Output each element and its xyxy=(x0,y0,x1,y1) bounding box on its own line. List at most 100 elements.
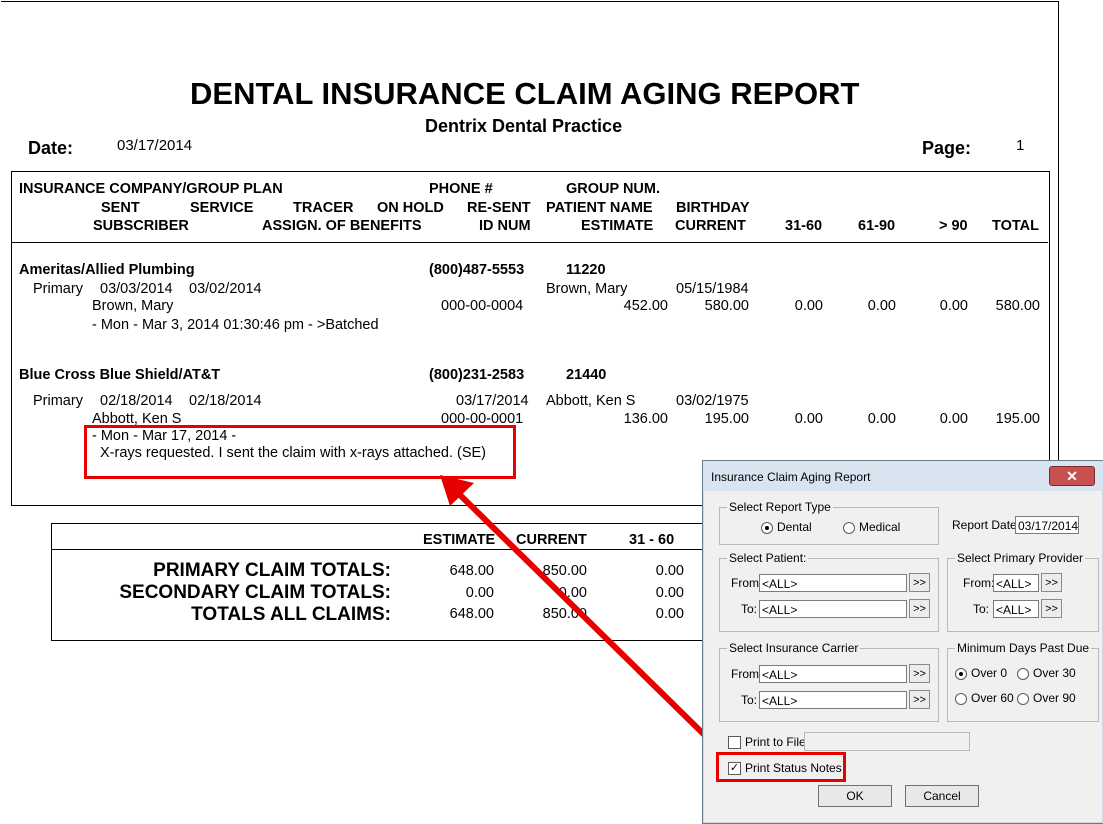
provider-group-label: Select Primary Provider xyxy=(955,551,1086,565)
claim-service: 02/18/2014 xyxy=(189,393,262,409)
print-status-notes-label[interactable]: Print Status Notes xyxy=(745,761,842,775)
carrier-group xyxy=(719,648,939,722)
patient-from-input[interactable]: <ALL> xyxy=(759,574,907,592)
date-label: Date: xyxy=(28,138,74,158)
col-tracer: TRACER xyxy=(293,200,354,216)
over-0-radio[interactable] xyxy=(955,668,967,680)
claim-status-note: - Mon - Mar 17, 2014 - xyxy=(92,428,237,444)
carrier-from-browse-button[interactable]: >> xyxy=(909,664,930,683)
provider-to-label: To: xyxy=(973,602,990,616)
patient-group-label: Select Patient: xyxy=(727,551,809,565)
all-totals-31-60: 0.00 xyxy=(655,606,684,622)
claim-carrier: Ameritas/Allied Plumbing xyxy=(19,262,195,278)
claim-over-90: 0.00 xyxy=(939,411,968,427)
print-to-file-checkbox[interactable] xyxy=(728,736,741,749)
secondary-totals-31-60: 0.00 xyxy=(655,585,684,601)
claim-phone: (800)487-5553 xyxy=(429,262,525,278)
patient-group xyxy=(719,558,939,632)
practice-name: Dentrix Dental Practice xyxy=(425,116,623,136)
carrier-to-input[interactable]: <ALL> xyxy=(759,691,907,709)
over-90-radio[interactable] xyxy=(1017,693,1029,705)
dental-radio[interactable] xyxy=(761,522,773,534)
claim-31-60: 0.00 xyxy=(794,298,823,314)
min-days-group xyxy=(947,648,1099,722)
print-status-notes-checkbox[interactable]: ✓ xyxy=(728,762,741,775)
over-90-label[interactable]: Over 90 xyxy=(1033,691,1076,705)
carrier-to-browse-button[interactable]: >> xyxy=(909,690,930,709)
claim-service: 03/02/2014 xyxy=(189,281,262,297)
col-re-sent: RE-SENT xyxy=(467,200,531,216)
col-phone: PHONE # xyxy=(429,181,493,197)
claim-resent: 03/17/2014 xyxy=(456,393,529,409)
primary-totals-label: PRIMARY CLAIM TOTALS: xyxy=(153,560,391,581)
header-divider xyxy=(12,242,1048,243)
provider-from-browse-button[interactable]: >> xyxy=(1041,573,1062,592)
dialog-titlebar[interactable]: Insurance Claim Aging Report ✕ xyxy=(703,461,1103,491)
claim-estimate: 136.00 xyxy=(623,411,668,427)
print-to-file-label[interactable]: Print to File xyxy=(745,735,806,749)
col-31-60: 31-60 xyxy=(785,218,823,234)
col-group-num: GROUP NUM. xyxy=(566,181,660,197)
min-days-label: Minimum Days Past Due xyxy=(955,641,1092,655)
dialog-title: Insurance Claim Aging Report xyxy=(711,470,871,484)
medical-radio[interactable] xyxy=(843,522,855,534)
primary-totals-31-60: 0.00 xyxy=(655,563,684,579)
dental-label[interactable]: Dental xyxy=(777,520,812,534)
col-id-num: ID NUM xyxy=(479,218,531,234)
print-status-notes-highlight xyxy=(716,752,846,782)
over-0-label[interactable]: Over 0 xyxy=(971,666,1008,680)
status-note-highlight xyxy=(84,425,516,479)
patient-from-browse-button[interactable]: >> xyxy=(909,573,930,592)
claim-birthday: 03/02/1975 xyxy=(676,393,749,409)
claim-type: Primary xyxy=(33,393,83,409)
claim-patient: Abbott, Ken S xyxy=(546,393,636,409)
claim-subscriber: Brown, Mary xyxy=(92,298,174,314)
col-assign-benefits: ASSIGN. OF BENEFITS xyxy=(262,218,422,234)
claim-current: 580.00 xyxy=(704,298,749,314)
primary-totals-current: 850.00 xyxy=(542,563,587,579)
cancel-button[interactable]: Cancel xyxy=(905,785,979,807)
col-estimate: ESTIMATE xyxy=(581,218,654,234)
primary-totals-estimate: 648.00 xyxy=(449,563,494,579)
col-birthday: BIRTHDAY xyxy=(676,200,750,216)
print-to-file-path[interactable] xyxy=(804,732,970,751)
arrow-head xyxy=(440,475,474,506)
over-60-label[interactable]: Over 60 xyxy=(971,691,1014,705)
close-button[interactable]: ✕ xyxy=(1049,466,1095,486)
col-subscriber: SUBSCRIBER xyxy=(93,218,189,234)
col-sent: SENT xyxy=(101,200,140,216)
provider-to-input[interactable]: <ALL> xyxy=(993,600,1039,618)
col-61-90: 61-90 xyxy=(858,218,896,234)
report-page xyxy=(1,1,1059,650)
patient-to-input[interactable]: <ALL> xyxy=(759,600,907,618)
totals-col-current: CURRENT xyxy=(516,532,587,548)
totals-col-estimate: ESTIMATE xyxy=(423,532,496,548)
page-label: Page: xyxy=(922,138,972,158)
claim-id-num: 000-00-0001 xyxy=(441,411,524,427)
provider-from-input[interactable]: <ALL> xyxy=(993,574,1039,592)
provider-to-browse-button[interactable]: >> xyxy=(1041,599,1062,618)
totals-col-31-60: 31 - 60 xyxy=(629,532,675,548)
claim-patient: Brown, Mary xyxy=(546,281,628,297)
over-60-radio[interactable] xyxy=(955,693,967,705)
claim-phone: (800)231-2583 xyxy=(429,367,525,383)
claim-carrier: Blue Cross Blue Shield/AT&T xyxy=(19,367,221,383)
report-date-input[interactable]: 03/17/2014 xyxy=(1015,516,1079,534)
col-service: SERVICE xyxy=(190,200,254,216)
claim-61-90: 0.00 xyxy=(867,411,896,427)
over-30-label[interactable]: Over 30 xyxy=(1033,666,1076,680)
claim-current: 195.00 xyxy=(704,411,749,427)
claim-sent: 02/18/2014 xyxy=(100,393,173,409)
col-over-90: > 90 xyxy=(939,218,968,234)
claim-total: 580.00 xyxy=(995,298,1040,314)
carrier-from-input[interactable]: <ALL> xyxy=(759,665,907,683)
over-30-radio[interactable] xyxy=(1017,668,1029,680)
ok-button[interactable]: OK xyxy=(818,785,892,807)
patient-from-label: From: xyxy=(731,576,763,590)
totals-divider xyxy=(52,549,1055,550)
medical-label[interactable]: Medical xyxy=(859,520,901,534)
claim-birthday: 05/15/1984 xyxy=(676,281,749,297)
all-totals-label: TOTALS ALL CLAIMS: xyxy=(191,604,391,625)
patient-to-browse-button[interactable]: >> xyxy=(909,599,930,618)
report-type-label: Select Report Type xyxy=(727,500,833,514)
